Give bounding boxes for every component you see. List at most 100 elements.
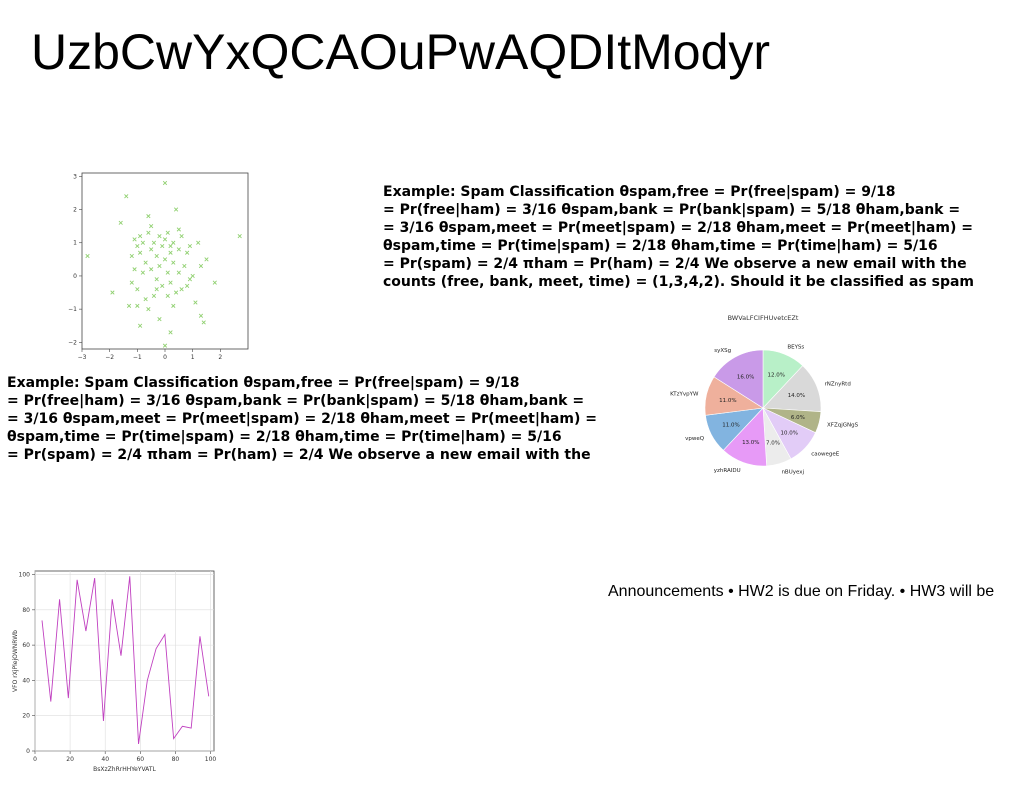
scatter-point [149, 247, 154, 252]
y-tick-label: 100 [19, 572, 31, 579]
scatter-point [143, 297, 148, 302]
x-tick-label: −1 [133, 354, 142, 361]
scatter-point [135, 287, 140, 292]
scatter-point [124, 194, 129, 199]
scatter-point [198, 313, 204, 318]
pie-chart: BWVaLFCIFHUvetcEZt 12.0% BEYSs 14.0% rNZnyRt… [670, 314, 859, 475]
x-tick-label: −2 [105, 354, 114, 361]
scatter-point [157, 263, 162, 269]
y-tick-label: −2 [68, 339, 77, 346]
scatter-point [162, 257, 168, 262]
scatter-point [204, 257, 209, 262]
scatter-point [126, 303, 132, 308]
y-tick-label: 0 [73, 273, 77, 280]
scatter-point [162, 343, 168, 348]
y-tick-label: 40 [22, 677, 30, 684]
paragraph-line: = Pr(spam) = 2/4 πham = Pr(ham) = 2/4 We… [7, 447, 591, 463]
scatter-point [151, 240, 157, 245]
paragraph-spam-example-2: Example: Spam Classification θspam,free … [7, 374, 597, 464]
scatter-point [193, 300, 198, 305]
scatter-point [176, 247, 181, 252]
scatter-point [151, 293, 157, 298]
scatter-point [146, 307, 151, 312]
scatter-point [149, 267, 154, 272]
paragraph-line: = Pr(spam) = 2/4 πham = Pr(ham) = 2/4 We… [383, 256, 967, 272]
pie-slice-label: yzhRAIDU [714, 468, 741, 474]
scatter-plot: −3 −2 −1 0 1 2 −2 −1 0 1 2 3 [68, 172, 249, 361]
scatter-point [154, 253, 159, 259]
pie-pct-label: 14.0% [788, 393, 805, 399]
pie-pct-label: 10.0% [780, 431, 797, 437]
pie-slice [713, 349, 764, 409]
x-tick-label: 1 [191, 354, 195, 361]
scatter-point [162, 180, 168, 186]
x-tick-label: 0 [163, 354, 167, 361]
scatter-point [165, 270, 170, 275]
scatter-point [160, 243, 165, 249]
scatter-point [140, 240, 145, 245]
scatter-point [176, 270, 181, 275]
scatter-point [168, 330, 173, 335]
y-tick-label: 1 [73, 240, 77, 247]
scatter-point [154, 287, 159, 292]
page-title: UzbCwYxQCAOuPwAQDItModyr [31, 24, 771, 80]
paragraph-line: Example: Spam Classification θspam,free … [7, 375, 520, 391]
scatter-point [132, 237, 137, 242]
x-tick-label: 80 [172, 756, 180, 763]
scatter-point [190, 273, 195, 279]
scatter-point [157, 233, 162, 239]
plot-frame [81, 172, 249, 350]
scatter-point [212, 280, 217, 285]
scatter-point [182, 263, 187, 269]
scatter-point [187, 243, 193, 249]
paragraph-line: = 3/16 θspam,meet = Pr(meet|spam) = 2/18… [7, 411, 597, 427]
scatter-point [168, 243, 173, 249]
pie-slice [762, 365, 822, 412]
paragraph-line: θspam,time = Pr(time|spam) = 2/18 θham,t… [383, 238, 938, 254]
pie-pct-label: 6.0% [791, 415, 805, 421]
scatter-point [129, 280, 134, 285]
scatter-point [237, 233, 242, 239]
scatter-point [185, 250, 190, 255]
pie-slice-label: rNZnyRtd [824, 382, 850, 388]
scatter-point [171, 303, 176, 308]
paragraph-line: Example: Spam Classification θspam,free … [383, 184, 896, 200]
plot-frame [34, 570, 215, 752]
scatter-point [165, 230, 170, 235]
pie-pct-label: 13.0% [742, 440, 759, 446]
scatter-point [168, 280, 173, 285]
scatter-point [185, 283, 190, 289]
pie-title: BWVaLFCIFHUvetcEZt [728, 314, 799, 322]
pie-slice-label: nBUyexj [781, 469, 804, 475]
scatter-point [132, 267, 137, 272]
scatter-point [146, 230, 151, 235]
scatter-point [171, 240, 176, 245]
pie-slice-label: XFZqjGNgS [827, 422, 859, 428]
scatter-point [146, 214, 151, 219]
x-tick-label: 60 [136, 756, 144, 763]
series-line [41, 576, 210, 745]
x-axis-label: BsXzZhRrHHYeYVATL [93, 766, 156, 773]
scatter-point [179, 287, 184, 292]
pie-pct-label: 11.0% [719, 398, 736, 404]
scatter-point [160, 283, 165, 289]
paragraph-spam-example-1: Example: Spam Classification θspam,free … [383, 183, 974, 291]
scatter-point [85, 253, 90, 259]
scatter-point [187, 277, 193, 282]
scatter-point [129, 253, 134, 259]
pie-slice-label: caowegeE [811, 451, 840, 457]
y-tick-label: −1 [68, 306, 77, 313]
scatter-point [149, 224, 154, 229]
pie-pct-label: 12.0% [767, 373, 784, 379]
scatter-point [173, 207, 179, 212]
scatter-point [118, 220, 123, 225]
pie-pct-label: 16.0% [737, 374, 754, 380]
pie-pct-label: 7.0% [766, 441, 780, 447]
scatter-point [176, 227, 181, 232]
paragraph-line: θspam,time = Pr(time|spam) = 2/18 θham,t… [7, 429, 562, 445]
x-tick-label: 40 [101, 756, 109, 763]
y-tick-label: 80 [22, 607, 30, 614]
scatter-point [179, 233, 184, 239]
scatter-point [137, 233, 143, 239]
pie-pct-label: 11.0% [722, 422, 739, 428]
